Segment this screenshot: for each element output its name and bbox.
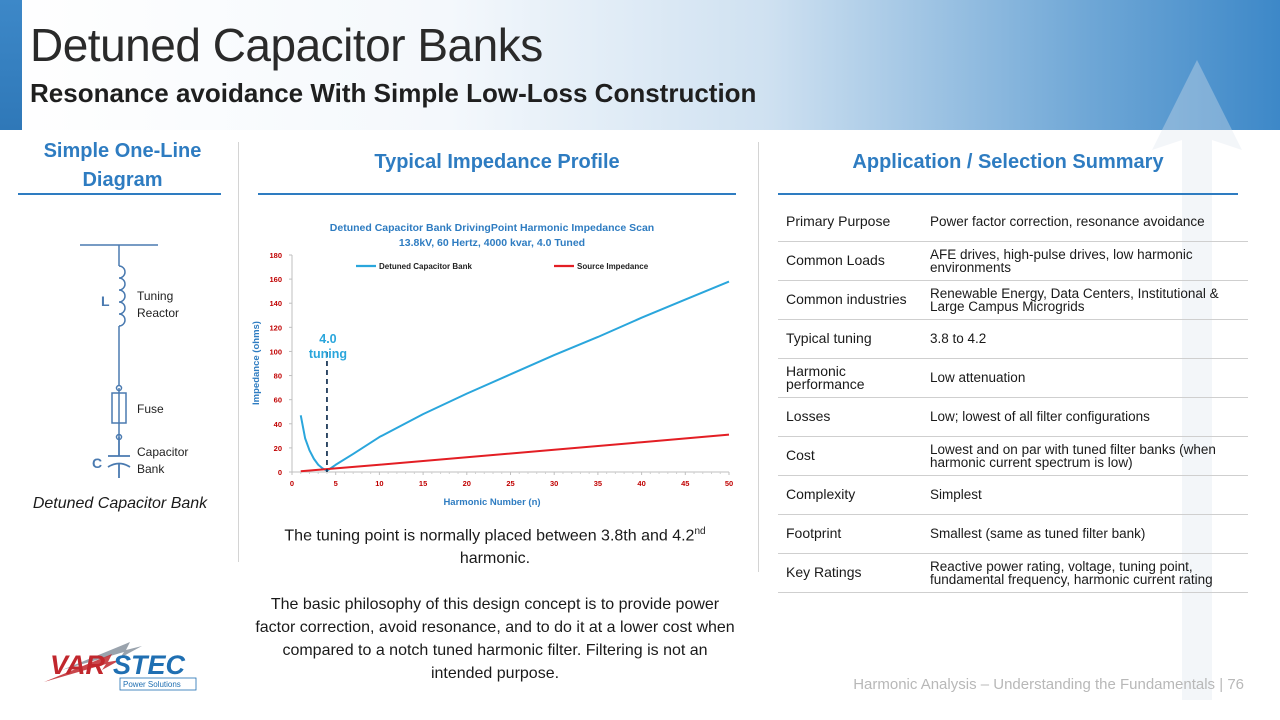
section-title-summary: Application / Selection Summary [852, 151, 1164, 173]
svg-text:VAR: VAR [50, 650, 106, 680]
tuning-annotation: 4.0 tuning [309, 332, 347, 361]
footer: Harmonic Analysis – Understanding the Fu… [853, 676, 1244, 693]
table-row: Typical tuning 3.8 to 4.2 [778, 319, 1248, 359]
x-tick-label: 10 [375, 479, 383, 488]
page-title: Detuned Capacitor Banks [30, 19, 543, 71]
table-row: Cost Lowest and on par with tuned filter … [778, 436, 1248, 476]
fuse-label: Fuse [137, 402, 164, 416]
y-axis-label: Impedance (ohms) [251, 321, 262, 405]
footer-text: Harmonic Analysis – Understanding the Fu… [853, 676, 1216, 693]
table-key: Cost [778, 436, 922, 476]
summary-table: Primary Purpose Power factor correction, … [778, 202, 1248, 593]
x-tick-label: 20 [463, 479, 471, 488]
table-row: Losses Low; lowest of all filter configur… [778, 397, 1248, 437]
footer-separator: | [1219, 676, 1224, 693]
y-tick-label: 0 [278, 468, 282, 477]
svg-text:Power Solutions: Power Solutions [123, 680, 181, 689]
column-divider-right [758, 142, 759, 572]
table-row: Footprint Smallest (same as tuned filter … [778, 514, 1248, 554]
x-tick-label: 25 [506, 479, 514, 488]
fuse-icon [111, 384, 127, 441]
table-value: AFE drives, high-pulse drives, low harmo… [922, 241, 1248, 281]
legend-label: Source Impedance [577, 262, 649, 271]
x-tick-label: 40 [637, 479, 645, 488]
inductor-icon [118, 245, 126, 388]
y-tick-label: 100 [269, 347, 282, 356]
tuning-text-a: The tuning point is normally placed betw… [284, 527, 695, 545]
chart-subtitle: 13.8kV, 60 Hertz, 4000 kvar, 4.0 Tuned [399, 237, 585, 249]
table-value: Lowest and on par with tuned filter bank… [922, 436, 1248, 476]
one-line-diagram [80, 244, 158, 478]
table-key: Common industries [778, 280, 922, 320]
capacitor-letter: C [92, 455, 103, 471]
chart-title: Detuned Capacitor Bank DrivingPoint Harm… [330, 222, 654, 234]
capacitor-icon [107, 437, 131, 478]
page-subtitle: Resonance avoidance With Simple Low-Loss… [30, 78, 757, 108]
legend-label: Detuned Capacitor Bank [379, 262, 472, 271]
philosophy-paragraph: The basic philosophy of this design conc… [255, 596, 735, 683]
x-tick-label: 15 [419, 479, 427, 488]
series-line [299, 280, 730, 472]
table-row: Primary Purpose Power factor correction, … [778, 202, 1248, 242]
table-value: Low attenuation [922, 358, 1248, 398]
inductor-letter: L [101, 293, 110, 309]
series-line [300, 433, 730, 473]
x-tick-label: 30 [550, 479, 558, 488]
x-tick-label: 50 [725, 479, 733, 488]
table-key: Footprint [778, 514, 922, 554]
table-key: Complexity [778, 475, 922, 515]
section-title-one-line: Simple One-Line Diagram [43, 140, 202, 191]
inductor-label: Tuning Reactor [137, 289, 180, 320]
table-row: Common industries Renewable Energy, Data … [778, 280, 1248, 320]
table-value: Low; lowest of all filter configurations [922, 397, 1248, 437]
section-rule-summary [778, 193, 1238, 195]
table-key: Typical tuning [778, 319, 922, 359]
table-row: Common Loads AFE drives, high-pulse drive… [778, 241, 1248, 281]
tuning-text-b: harmonic. [459, 550, 531, 568]
section-rule-impedance [258, 193, 736, 195]
x-axis-label: Harmonic Number (n) [443, 497, 540, 508]
table-value: 3.8 to 4.2 [922, 319, 1248, 359]
table-value: Simplest [922, 475, 1248, 515]
y-tick-label: 20 [274, 444, 282, 453]
y-tick-label: 120 [269, 323, 282, 332]
y-tick-label: 140 [269, 299, 282, 308]
x-tick-label: 0 [290, 479, 294, 488]
table-value: Smallest (same as tuned filter bank) [922, 514, 1248, 554]
capacitor-label: Capacitor Bank [137, 445, 189, 476]
table-row: Key Ratings Reactive power rating, voltag… [778, 553, 1248, 593]
section-title-impedance: Typical Impedance Profile [374, 151, 620, 173]
diagram-caption: Detuned Capacitor Bank [32, 495, 208, 512]
table-key: Harmonic performance [778, 358, 922, 398]
tuning-paragraph: The tuning point is normally placed betw… [255, 520, 735, 570]
table-value: Renewable Energy, Data Centers, Institut… [922, 280, 1248, 320]
x-tick-label: 35 [594, 479, 602, 488]
y-tick-label: 160 [269, 275, 282, 284]
varstec-logo: VAR STEC Power Solutions [44, 642, 197, 691]
x-tick-label: 45 [681, 479, 689, 488]
table-value: Reactive power rating, voltage, tuning p… [922, 553, 1248, 593]
y-tick-label: 40 [274, 420, 282, 429]
chart-description: The tuning point is normally placed betw… [255, 520, 735, 708]
section-rule-one-line [18, 193, 221, 195]
tuning-text-sup: nd [694, 526, 706, 537]
table-row: Complexity Simplest [778, 475, 1248, 515]
table-key: Losses [778, 397, 922, 437]
table-value: Power factor correction, resonance avoid… [922, 202, 1248, 242]
x-tick-label: 5 [334, 479, 338, 488]
header-accent-bar [0, 0, 22, 130]
impedance-chart: Detuned Capacitor Bank DrivingPoint Harm… [244, 212, 742, 512]
table-key: Primary Purpose [778, 202, 922, 242]
column-divider-left [238, 142, 239, 562]
svg-text:STEC: STEC [113, 650, 186, 680]
impedance-chart-svg: Detuned Capacitor Bank DrivingPoint Harm… [251, 222, 733, 508]
y-tick-label: 60 [274, 396, 282, 405]
header-band [0, 0, 1280, 130]
table-row: Harmonic performance Low attenuation [778, 358, 1248, 398]
table-key: Common Loads [778, 241, 922, 281]
page-number: 76 [1227, 676, 1244, 693]
y-tick-label: 80 [274, 372, 282, 381]
table-key: Key Ratings [778, 553, 922, 593]
y-tick-label: 180 [269, 251, 282, 260]
